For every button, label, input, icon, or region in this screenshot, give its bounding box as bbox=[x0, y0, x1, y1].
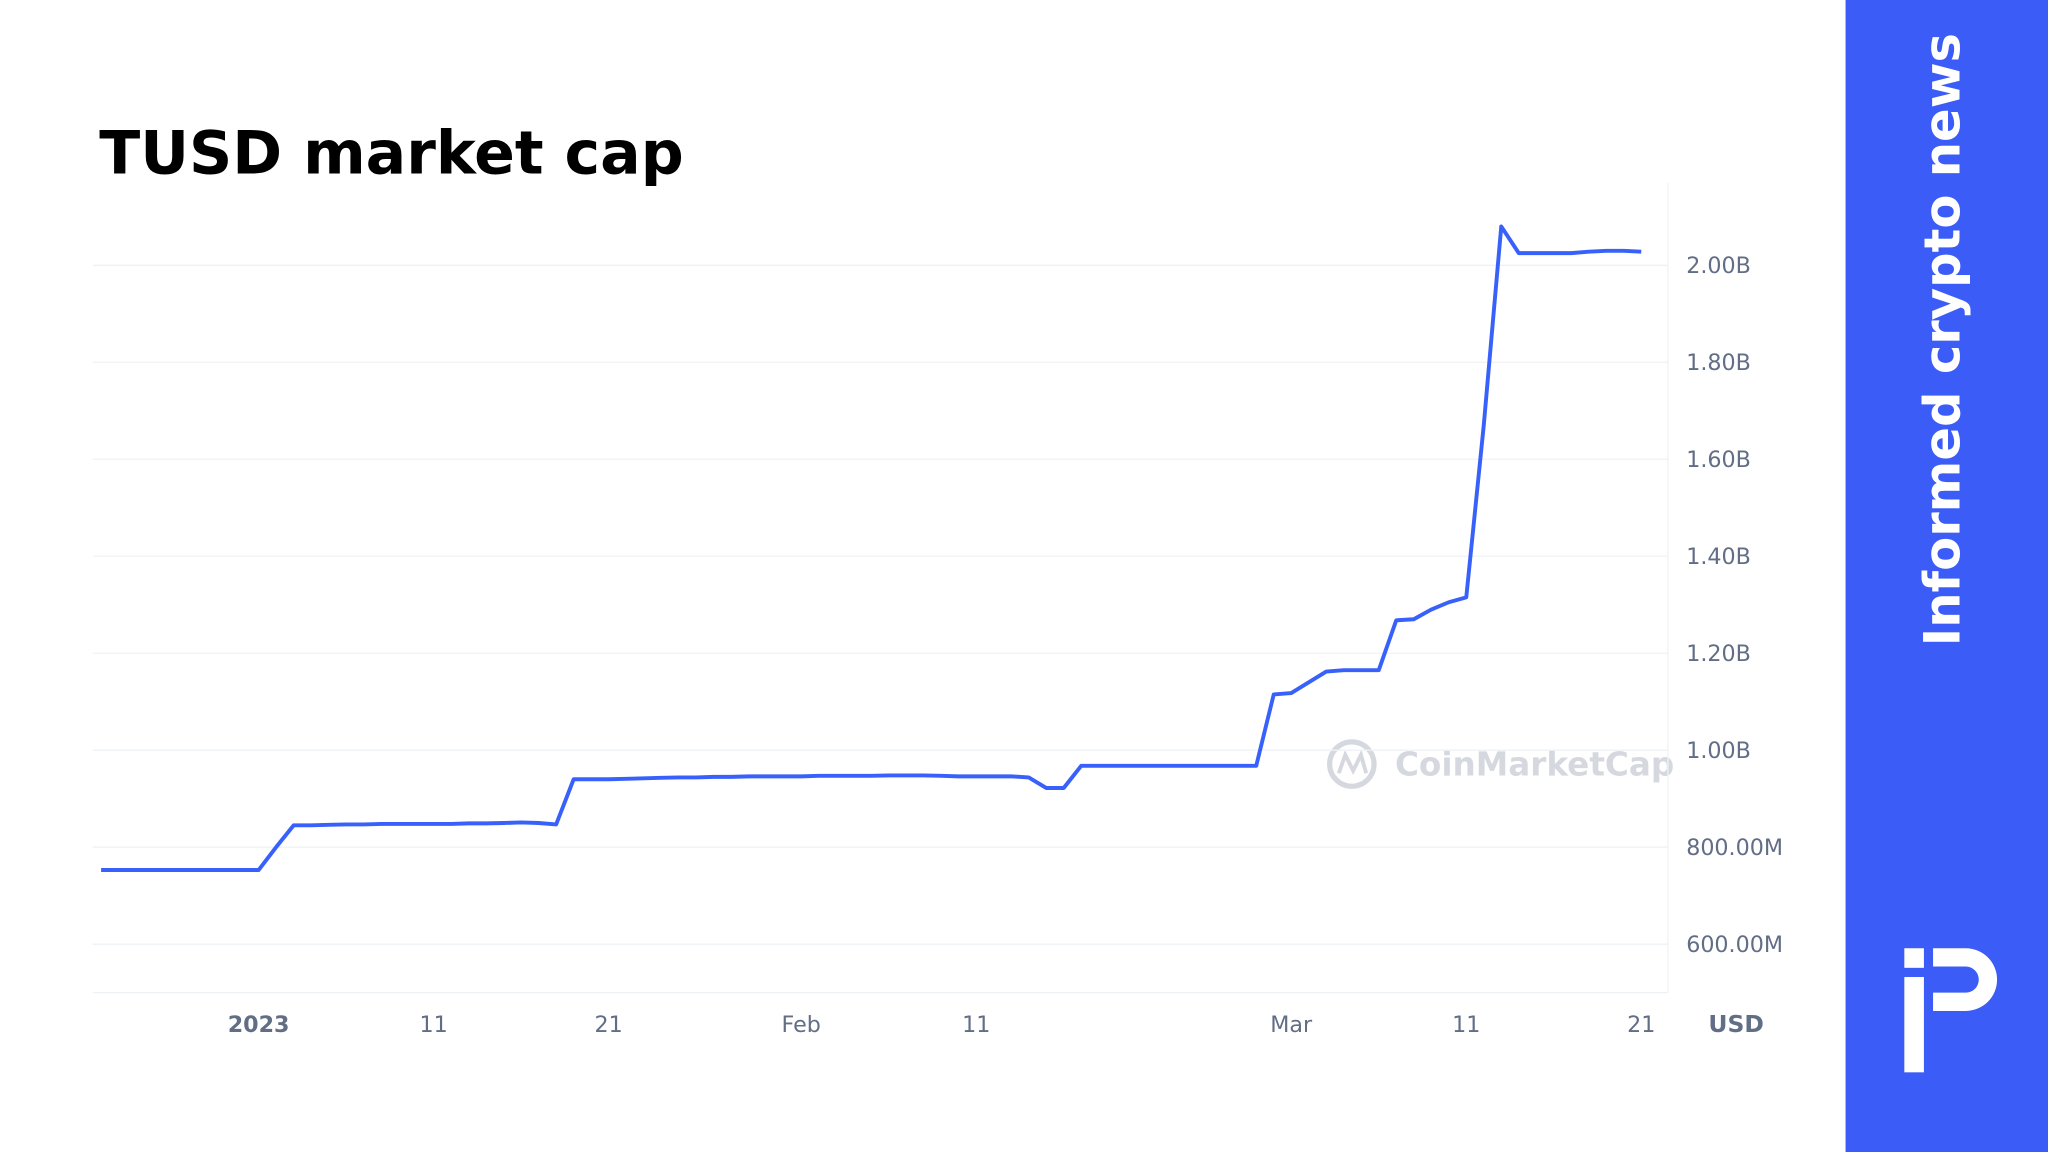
logo-bowl bbox=[1933, 948, 1998, 1011]
x-tick-label: 11 bbox=[962, 1012, 990, 1038]
watermark-logo bbox=[1336, 749, 1369, 775]
watermark: CoinMarketCap bbox=[1327, 739, 1674, 789]
x-tick-label: 21 bbox=[595, 1012, 623, 1038]
y-tick-label: 1.80B bbox=[1686, 350, 1751, 376]
x-tick-label: 11 bbox=[420, 1012, 448, 1038]
logo bbox=[1904, 948, 1998, 1073]
logo-dot bbox=[1904, 948, 1924, 968]
x-tick-label: 21 bbox=[1627, 1012, 1655, 1038]
watermark-text: CoinMarketCap bbox=[1395, 746, 1674, 784]
y-tick-label: 800.00M bbox=[1686, 835, 1783, 861]
y-tick-label: 600.00M bbox=[1686, 932, 1783, 958]
y-tick-label: 1.20B bbox=[1686, 641, 1751, 667]
y-tick-label: 2.00B bbox=[1686, 253, 1751, 279]
x-tick-label: 11 bbox=[1452, 1012, 1480, 1038]
y-tick-label: 1.40B bbox=[1686, 544, 1751, 570]
x-tick-label: Mar bbox=[1270, 1012, 1313, 1038]
y-tick-label: 1.60B bbox=[1686, 447, 1751, 473]
chart-title: TUSD market cap bbox=[99, 118, 683, 188]
x-tick-label: Feb bbox=[782, 1012, 821, 1038]
y-unit: USD bbox=[1708, 1010, 1764, 1038]
sidebar-tagline: Informed crypto news bbox=[1914, 33, 1972, 646]
x-tick-label: 2023 bbox=[228, 1012, 290, 1038]
y-tick-label: 1.00B bbox=[1686, 738, 1751, 764]
logo-stem bbox=[1904, 976, 1924, 1073]
line-series bbox=[101, 224, 1642, 872]
watermark-logo bbox=[1327, 739, 1377, 789]
